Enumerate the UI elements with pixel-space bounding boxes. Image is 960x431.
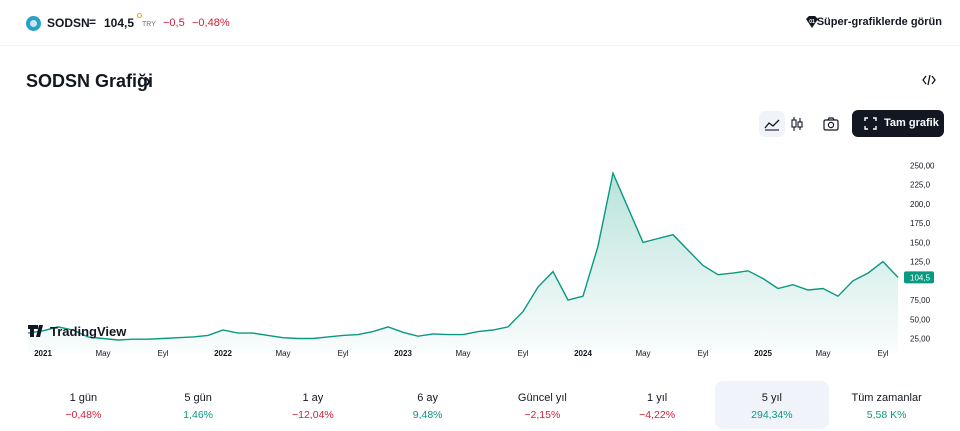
price-axis: 250,00 225,0 200,0 175,0 150,0 125,0 104,5 75,0… bbox=[904, 162, 935, 343]
y-tick-label: 75,00 bbox=[910, 296, 931, 305]
x-tick-label: May bbox=[455, 349, 470, 358]
x-tick-label: 2024 bbox=[574, 349, 592, 358]
price-change-percent: −0,48% bbox=[192, 17, 230, 29]
x-tick-label: Eyl bbox=[877, 349, 888, 358]
period-change: 294,34% bbox=[751, 409, 793, 421]
x-tick-label: Eyl bbox=[517, 349, 528, 358]
y-tick-label: 125,0 bbox=[910, 258, 931, 267]
y-tick-label: 225,0 bbox=[910, 181, 931, 190]
x-tick-label: May bbox=[635, 349, 650, 358]
time-axis: 2021 May Eyl 2022 May Eyl 2023 May Eyl 2024 May Eyl… bbox=[34, 349, 889, 358]
full-chart-label: Tam grafik bbox=[884, 117, 939, 129]
candlestick-icon bbox=[791, 117, 803, 131]
super-charts-link[interactable]: Süper-grafiklerde görün bbox=[816, 16, 942, 28]
y-tick-label: 150,0 bbox=[910, 238, 931, 247]
period-1[interactable]: 5 gün 1,46% bbox=[141, 381, 256, 429]
chart-title[interactable]: SODSN Grafiği bbox=[26, 71, 154, 91]
symbol-logo bbox=[26, 16, 41, 31]
period-change: −4,22% bbox=[639, 409, 676, 421]
area-chart-icon bbox=[764, 119, 780, 131]
y-tick-label: 250,00 bbox=[910, 162, 935, 171]
period-change: −2,15% bbox=[524, 409, 561, 421]
x-tick-label: May bbox=[275, 349, 290, 358]
symbol-header: SODSN = 104,5 TRY −0,5 −0,48% 01 Süper-g… bbox=[0, 0, 960, 46]
period-label: 1 ay bbox=[302, 392, 324, 404]
period-label: Tüm zamanlar bbox=[851, 392, 922, 404]
period-change: 5,58 K% bbox=[866, 409, 907, 421]
x-tick-label: May bbox=[815, 349, 830, 358]
watermark-text: TradingView bbox=[50, 324, 127, 339]
series-line bbox=[27, 170, 899, 341]
tradingview-logo-icon bbox=[28, 325, 43, 337]
series-area bbox=[28, 173, 898, 353]
last-price-badge bbox=[904, 271, 934, 284]
period-0[interactable]: 1 gün −0,48% bbox=[26, 381, 141, 429]
y-tick-label: 200,0 bbox=[910, 200, 931, 209]
x-tick-label: 2022 bbox=[214, 349, 232, 358]
period-change: −0,48% bbox=[65, 409, 102, 421]
x-tick-label: May bbox=[95, 349, 110, 358]
area-chart-button[interactable] bbox=[759, 111, 785, 137]
period-6[interactable]: 5 yıl 294,34% bbox=[714, 381, 830, 429]
chevron-right-icon[interactable]: › bbox=[145, 71, 151, 91]
fullscreen-icon bbox=[864, 117, 877, 130]
last-price: 104,5 bbox=[104, 16, 135, 30]
market-status-icon bbox=[137, 13, 142, 18]
price-change: −0,5 bbox=[163, 17, 185, 29]
plot-area bbox=[27, 170, 899, 353]
x-tick-label: Eyl bbox=[157, 349, 168, 358]
camera-icon bbox=[823, 117, 839, 131]
x-tick-label: 2021 bbox=[34, 349, 52, 358]
period-change: −12,04% bbox=[292, 409, 334, 421]
y-tick-label: 25,00 bbox=[910, 334, 931, 343]
y-tick-label: 175,0 bbox=[910, 219, 931, 228]
full-chart-button[interactable]: Tam grafik bbox=[852, 110, 944, 137]
code-icon[interactable] bbox=[922, 74, 936, 86]
period-7[interactable]: Tüm zamanlar 5,58 K% bbox=[829, 381, 944, 429]
x-tick-label: Eyl bbox=[697, 349, 708, 358]
period-change: 1,46% bbox=[183, 409, 214, 421]
period-label: 1 gün bbox=[69, 392, 98, 404]
symbol-name[interactable]: SODSN bbox=[47, 16, 90, 30]
period-5[interactable]: 1 yıl −4,22% bbox=[600, 381, 715, 429]
tradingview-watermark[interactable]: TradingView bbox=[28, 324, 127, 339]
equals-sign: = bbox=[89, 15, 97, 29]
currency-label: TRY bbox=[142, 21, 156, 28]
x-tick-label: Eyl bbox=[337, 349, 348, 358]
price-chart[interactable]: 250,00 225,0 200,0 175,0 150,0 125,0 104,5 75,0… bbox=[0, 140, 960, 365]
performance-periods: 1 gün −0,48% 5 gün 1,46% 1 ay −12,04% 6 ay 9,48… bbox=[26, 381, 944, 429]
period-2[interactable]: 1 ay −12,04% bbox=[256, 381, 371, 429]
period-4[interactable]: Güncel yıl −2,15% bbox=[485, 381, 600, 429]
period-label: 1 yıl bbox=[647, 392, 668, 404]
screenshot-button[interactable] bbox=[818, 111, 844, 137]
period-label: 6 ay bbox=[417, 392, 439, 404]
x-tick-label: 2023 bbox=[394, 349, 412, 358]
period-label: 5 gün bbox=[184, 392, 212, 404]
period-change: 9,48% bbox=[412, 409, 443, 421]
svg-text:01: 01 bbox=[809, 19, 815, 25]
period-label: 5 yıl bbox=[761, 392, 782, 404]
super-charts-icon[interactable]: 01 bbox=[805, 15, 819, 29]
y-tick-label: 104,5 bbox=[910, 273, 931, 282]
y-tick-label: 50,00 bbox=[910, 315, 931, 324]
candlestick-button[interactable] bbox=[785, 111, 811, 137]
period-label: Güncel yıl bbox=[517, 392, 567, 404]
x-tick-label: 2025 bbox=[754, 349, 772, 358]
period-3[interactable]: 6 ay 9,48% bbox=[370, 381, 485, 429]
